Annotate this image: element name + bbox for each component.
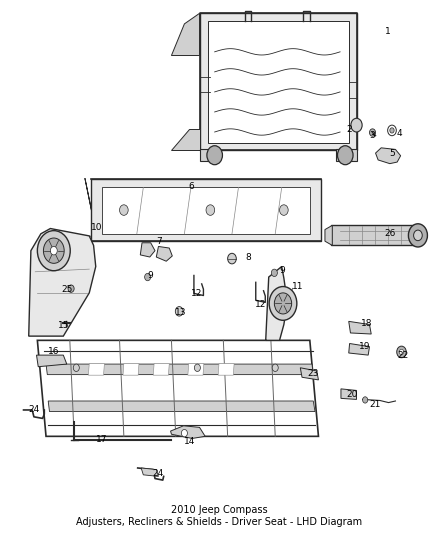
- Text: 21: 21: [370, 400, 381, 409]
- Circle shape: [68, 285, 74, 292]
- Polygon shape: [170, 426, 205, 439]
- Polygon shape: [92, 180, 321, 241]
- Polygon shape: [188, 364, 204, 375]
- Polygon shape: [88, 364, 104, 375]
- Polygon shape: [218, 364, 234, 375]
- Polygon shape: [200, 149, 217, 161]
- Text: 24: 24: [152, 469, 163, 478]
- Circle shape: [145, 273, 151, 281]
- Text: 17: 17: [95, 435, 107, 444]
- Circle shape: [399, 349, 404, 354]
- Polygon shape: [349, 321, 371, 334]
- Circle shape: [73, 364, 79, 372]
- Text: 18: 18: [361, 319, 373, 328]
- Circle shape: [413, 230, 422, 241]
- Text: 12: 12: [191, 289, 202, 298]
- Text: 2: 2: [346, 125, 352, 134]
- Polygon shape: [341, 389, 357, 399]
- Text: 12: 12: [255, 300, 266, 309]
- Circle shape: [43, 238, 64, 263]
- Text: 6: 6: [188, 182, 194, 191]
- Text: 23: 23: [307, 368, 319, 377]
- Circle shape: [408, 224, 427, 247]
- Text: 15: 15: [58, 321, 70, 330]
- Polygon shape: [29, 229, 96, 336]
- Polygon shape: [153, 364, 169, 375]
- Polygon shape: [325, 225, 332, 245]
- Text: 8: 8: [246, 253, 251, 262]
- Polygon shape: [141, 468, 159, 477]
- Polygon shape: [349, 343, 370, 355]
- Polygon shape: [123, 364, 139, 375]
- Circle shape: [279, 205, 288, 215]
- Circle shape: [37, 231, 70, 271]
- Polygon shape: [171, 13, 200, 55]
- Circle shape: [370, 129, 375, 136]
- Polygon shape: [208, 21, 349, 142]
- Circle shape: [363, 397, 368, 403]
- Circle shape: [272, 364, 278, 372]
- Circle shape: [228, 253, 236, 264]
- Circle shape: [338, 146, 353, 165]
- Text: 5: 5: [389, 149, 395, 158]
- Text: 14: 14: [184, 437, 195, 446]
- Text: 25: 25: [61, 285, 72, 294]
- Polygon shape: [200, 13, 357, 150]
- Polygon shape: [332, 225, 418, 245]
- Circle shape: [120, 205, 128, 215]
- Polygon shape: [156, 246, 172, 261]
- Circle shape: [271, 269, 277, 277]
- Text: 4: 4: [397, 129, 403, 138]
- Text: 3: 3: [370, 131, 375, 140]
- Circle shape: [207, 146, 223, 165]
- Polygon shape: [266, 266, 287, 341]
- Text: 22: 22: [397, 351, 408, 360]
- Text: 2010 Jeep Compass
Adjusters, Recliners & Shields - Driver Seat - LHD Diagram: 2010 Jeep Compass Adjusters, Recliners &…: [76, 505, 362, 527]
- Circle shape: [50, 246, 57, 255]
- Text: 10: 10: [91, 223, 103, 232]
- Polygon shape: [36, 355, 67, 367]
- Circle shape: [351, 118, 362, 132]
- Polygon shape: [46, 364, 313, 375]
- Text: 1: 1: [385, 27, 391, 36]
- Text: 9: 9: [147, 271, 153, 280]
- Text: 16: 16: [48, 348, 60, 357]
- Polygon shape: [375, 148, 401, 164]
- Circle shape: [181, 430, 187, 437]
- Polygon shape: [300, 368, 318, 380]
- Circle shape: [175, 306, 183, 316]
- Circle shape: [274, 293, 292, 314]
- Polygon shape: [48, 401, 315, 411]
- Polygon shape: [140, 243, 155, 257]
- Text: 7: 7: [156, 237, 162, 246]
- Text: 9: 9: [280, 266, 286, 275]
- Circle shape: [390, 128, 394, 133]
- Circle shape: [206, 205, 215, 215]
- Polygon shape: [171, 130, 200, 150]
- Polygon shape: [336, 149, 357, 161]
- Circle shape: [397, 346, 406, 358]
- Polygon shape: [102, 188, 310, 234]
- Text: 19: 19: [360, 342, 371, 351]
- Text: 26: 26: [384, 229, 396, 238]
- Circle shape: [269, 287, 297, 320]
- Text: 11: 11: [292, 282, 304, 291]
- Text: 24: 24: [28, 406, 39, 415]
- Circle shape: [194, 364, 201, 372]
- Text: 13: 13: [175, 309, 187, 318]
- Text: 20: 20: [346, 390, 358, 399]
